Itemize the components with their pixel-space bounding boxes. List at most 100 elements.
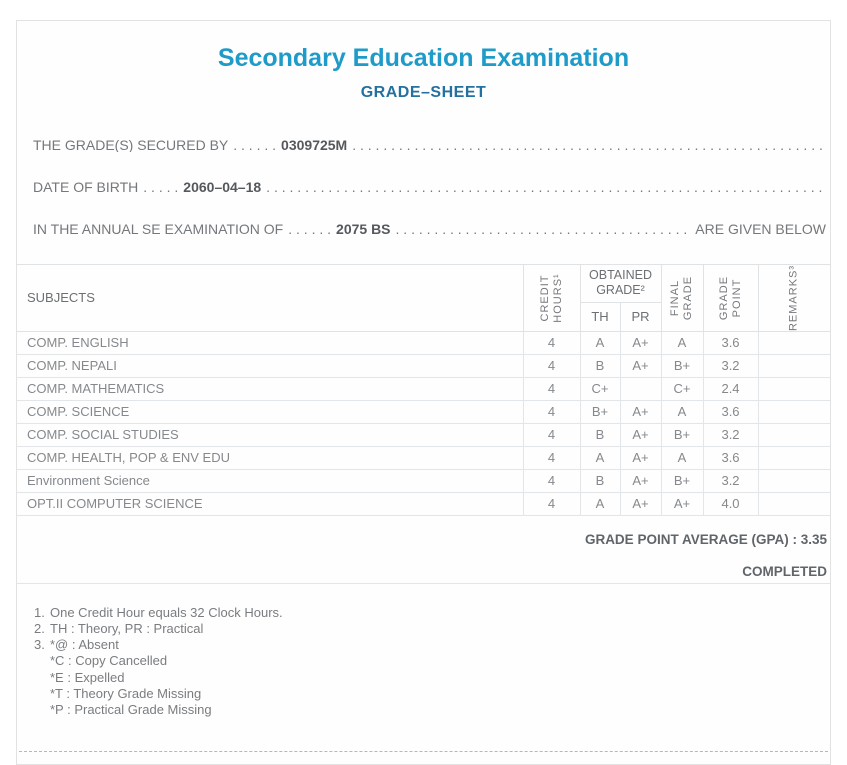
cell-grade-point: 3.2 <box>702 353 759 378</box>
page-subtitle: GRADE–SHEET <box>360 84 487 102</box>
cell-subject: COMP. ENGLISH <box>17 330 524 355</box>
table-row: Environment Science 4 B A+ B+ 3.2 <box>17 468 831 493</box>
cell-theory-grade: A <box>579 330 621 355</box>
cell-credit-hours: 4 <box>522 445 581 470</box>
cell-credit-hours: 4 <box>522 422 581 447</box>
cell-remarks <box>757 468 831 493</box>
cell-subject: COMP. SCIENCE <box>17 399 524 424</box>
table-row: COMP. HEALTH, POP & ENV EDU 4 A A+ A 3.6 <box>17 445 831 470</box>
dot-leader: . . . . . . . . . . . . . . . . . . . . … <box>395 221 691 236</box>
cell-practical-grade: A+ <box>619 330 662 355</box>
footnote-line: *C : Copy Cancelled <box>50 653 168 669</box>
grade-sheet-card: Secondary Education Examination GRADE–SH… <box>16 20 831 765</box>
cell-subject: COMP. SOCIAL STUDIES <box>17 422 524 447</box>
gpa-line: GRADE POINT AVERAGE (GPA) : 3.35 <box>33 532 827 547</box>
cell-subject: COMP. MATHEMATICS <box>17 376 524 401</box>
dot-leader: . . . . . . <box>288 221 332 236</box>
cell-final-grade: B+ <box>660 353 704 378</box>
cell-practical-grade <box>619 376 662 401</box>
are-given-below-label: ARE GIVEN BELOW <box>695 221 826 236</box>
grades-secured-by-label: THE GRADE(S) SECURED BY <box>33 137 229 152</box>
cell-grade-point: 3.6 <box>702 445 759 470</box>
cell-final-grade: A <box>660 330 704 355</box>
cell-final-grade: A+ <box>660 491 704 516</box>
cell-practical-grade: A+ <box>619 468 662 493</box>
footnote-line: *T : Theory Grade Missing <box>50 685 202 701</box>
cell-subject: COMP. HEALTH, POP & ENV EDU <box>17 445 524 470</box>
table-row: OPT.II COMPUTER SCIENCE 4 A A+ A+ 4.0 <box>17 491 831 516</box>
grade-point-rotated-label: GRADE POINT <box>717 275 743 320</box>
table-row: COMP. SCIENCE 4 B+ A+ A 3.6 <box>17 399 831 424</box>
column-header-final-grade: FINAL GRADE <box>660 263 704 332</box>
summary-section: GRADE POINT AVERAGE (GPA) : 3.35 COMPLET… <box>17 516 830 584</box>
cell-practical-grade: A+ <box>619 422 662 447</box>
footnote-line: *P : Practical Grade Missing <box>50 702 212 718</box>
cell-grade-point: 3.6 <box>702 330 759 355</box>
symbol-number-value: 0309725M <box>281 137 348 152</box>
cell-theory-grade: C+ <box>579 376 621 401</box>
column-header-obtained-grade: OBTAINED GRADE² <box>579 263 662 303</box>
cell-theory-grade: B <box>579 353 621 378</box>
cell-grade-point: 3.2 <box>702 422 759 447</box>
cell-remarks <box>757 330 831 355</box>
cell-final-grade: B+ <box>660 468 704 493</box>
cell-grade-point: 3.2 <box>702 468 759 493</box>
column-header-practical: PR <box>619 301 662 332</box>
cell-theory-grade: B+ <box>579 399 621 424</box>
cell-subject: Environment Science <box>17 468 524 493</box>
cell-credit-hours: 4 <box>522 399 581 424</box>
examination-year-value: 2075 BS <box>336 221 391 236</box>
cell-credit-hours: 4 <box>522 376 581 401</box>
cell-credit-hours: 4 <box>522 330 581 355</box>
remarks-rotated-label: REMARKS³ <box>787 264 800 331</box>
column-header-credit-hours: CREDIT HOURS¹ <box>522 263 581 332</box>
cell-grade-point: 3.6 <box>702 399 759 424</box>
cell-credit-hours: 4 <box>522 468 581 493</box>
grades-table-header: SUBJECTS CREDIT HOURS¹ OBTAINED GRADE² F… <box>17 263 831 332</box>
dot-leader: . . . . . <box>143 179 179 194</box>
footnote-line: *E : Expelled <box>50 669 125 685</box>
column-header-theory: TH <box>580 301 621 332</box>
cell-theory-grade: B <box>579 468 621 493</box>
grades-table: SUBJECTS CREDIT HOURS¹ OBTAINED GRADE² F… <box>17 263 831 516</box>
cell-remarks <box>757 399 831 424</box>
cell-grade-point: 2.4 <box>702 376 759 401</box>
date-of-birth-label: DATE OF BIRTH <box>33 179 139 194</box>
intro-section: THE GRADE(S) SECURED BY . . . . . . 0309… <box>17 138 830 236</box>
cell-practical-grade: A+ <box>619 445 662 470</box>
cell-remarks <box>757 491 831 516</box>
cell-theory-grade: A <box>579 491 621 516</box>
credit-hours-rotated-label: CREDIT HOURS¹ <box>538 273 564 323</box>
footnote-line: 3. *@ : Absent <box>34 637 119 653</box>
date-of-birth-value: 2060–04–18 <box>183 179 262 194</box>
cell-remarks <box>757 445 831 470</box>
cell-subject: OPT.II COMPUTER SCIENCE <box>17 491 524 516</box>
cell-final-grade: A <box>660 399 704 424</box>
dot-leader: . . . . . . . . . . . . . . . . . . . . … <box>352 137 826 152</box>
column-header-remarks: REMARKS³ <box>757 263 831 332</box>
cell-remarks <box>757 422 831 447</box>
table-row: COMP. ENGLISH 4 A A+ A 3.6 <box>17 330 831 355</box>
cell-remarks <box>757 353 831 378</box>
table-row: COMP. MATHEMATICS 4 C+ C+ 2.4 <box>17 376 831 401</box>
table-row: COMP. SOCIAL STUDIES 4 B A+ B+ 3.2 <box>17 422 831 447</box>
dot-leader: . . . . . . <box>233 137 277 152</box>
column-header-grade-point: GRADE POINT <box>702 263 759 332</box>
intro-line-examination-year: IN THE ANNUAL SE EXAMINATION OF . . . . … <box>33 222 826 236</box>
cell-final-grade: A <box>660 445 704 470</box>
intro-line-date-of-birth: DATE OF BIRTH . . . . . 2060–04–18 . . .… <box>33 180 826 194</box>
cell-subject: COMP. NEPALI <box>17 353 524 378</box>
cell-theory-grade: B <box>579 422 621 447</box>
cell-credit-hours: 4 <box>522 491 581 516</box>
page-title: Secondary Education Examination <box>217 44 630 72</box>
cell-credit-hours: 4 <box>522 353 581 378</box>
examination-of-label: IN THE ANNUAL SE EXAMINATION OF <box>33 221 284 236</box>
cell-remarks <box>757 376 831 401</box>
status-completed: COMPLETED <box>742 563 827 579</box>
cell-practical-grade: A+ <box>619 353 662 378</box>
cell-final-grade: C+ <box>660 376 704 401</box>
cell-theory-grade: A <box>579 445 621 470</box>
final-grade-rotated-label: FINAL GRADE <box>668 275 695 320</box>
column-header-subjects: SUBJECTS <box>17 263 524 332</box>
cell-final-grade: B+ <box>660 422 704 447</box>
